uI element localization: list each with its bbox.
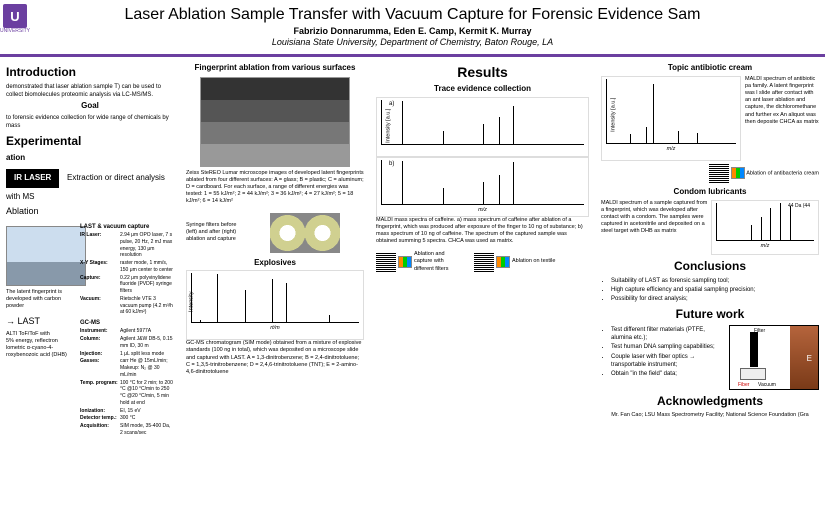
last-params: IR Laser:2.94 μm OPO laser, 7 s pulse, 2… <box>80 232 174 316</box>
qr-icon <box>376 252 396 272</box>
experimental-heading: Experimental <box>6 133 174 149</box>
explosives-heading: Explosives <box>186 258 364 269</box>
gcms-heading: GC-MS <box>80 319 174 327</box>
intro-text: demonstrated that laser ablation sample … <box>6 83 174 99</box>
col-results: Results Trace evidence collection a) Int… <box>370 57 595 497</box>
conclusions-list: Suitability of LAST as forensic sampling… <box>611 277 819 303</box>
schematic-caption2: ALTI ToF/ToF with <box>6 331 76 338</box>
ack-text: Mr. Fan Cao; LSU Mass Spectrometry Facil… <box>601 412 819 419</box>
trace-icon2-label: Ablation on textile <box>512 258 562 265</box>
condom-heading: Condom lubricants <box>601 187 819 198</box>
logo-subtitle: UNIVERSITY <box>0 28 30 34</box>
goal-text: to forensic evidence collection for wide… <box>6 114 174 130</box>
authors: Fabrizio Donnarumma, Eden E. Camp, Kermi… <box>0 26 825 36</box>
photo-icon <box>496 256 510 268</box>
topic-heading: Topic antibiotic cream <box>601 63 819 74</box>
trace-ylabel-a: Intensity [a.u.] <box>385 108 392 142</box>
last-label: LAST <box>18 316 41 326</box>
trace-chart-a: a) Intensity [a.u.] <box>376 97 589 157</box>
expl-ylabel: Intensity <box>189 291 196 311</box>
explosives-caption: GC-MS chromatogram (SIM mode) obtained f… <box>186 340 364 376</box>
condom-chart: 44 Da (44 m/z <box>711 200 819 255</box>
poster-header: U UNIVERSITY Laser Ablation Sample Trans… <box>0 0 825 51</box>
trace-caption: MALDI mass spectra of caffeine. a) mass … <box>376 217 589 246</box>
last-params-heading: LAST & vacuum capture <box>80 223 174 231</box>
lsu-logo: U <box>3 4 27 28</box>
condom-caption: MALDI spectrum of a sample captured from… <box>601 200 711 255</box>
explosives-chart: Intensity rt/m <box>186 270 364 340</box>
goal-heading: Goal <box>6 101 174 112</box>
filter-caption: Syringe filters before (left) and after … <box>186 222 246 243</box>
conclusions-heading: Conclusions <box>601 258 819 274</box>
schematic-diagram <box>6 226 86 286</box>
schematic-caption3: 5% energy, reflectron lometric α-cyano-4… <box>6 338 76 359</box>
filter-image <box>270 213 340 253</box>
topic-icon-label: Ablation of antibacteria cream <box>746 170 819 176</box>
future-diagram: Fiber Vacuum E Filter <box>729 325 819 390</box>
ablation-label: Ablation <box>6 205 174 217</box>
fingerprint-caption: Zeiss SteREO Lumar microscope images of … <box>186 170 364 206</box>
condom-xlabel: m/z <box>712 243 818 250</box>
topic-chart: Intensity [a.u.] m/z <box>601 76 741 161</box>
trace-heading: Trace evidence collection <box>376 84 589 95</box>
schematic-caption1: The latent fingerprint is developed with… <box>6 289 76 310</box>
trace-icon1-label: Ablation and capture with different filt… <box>414 251 464 272</box>
trace-xlabel: m/z <box>377 207 588 214</box>
poster-body: Introduction demonstrated that laser abl… <box>0 57 825 497</box>
topic-ylabel: Intensity [a.u.] <box>610 97 617 131</box>
photo-icon <box>731 167 745 179</box>
qr-icon <box>709 163 729 183</box>
exp-diagram: IR LASER Extraction or direct analysis w… <box>6 165 174 217</box>
col-right: Topic antibiotic cream Intensity [a.u.] … <box>595 57 825 497</box>
fingerprint-grid-image <box>200 77 350 167</box>
topic-xlabel: m/z <box>602 146 740 153</box>
ack-heading: Acknowledgments <box>601 393 819 409</box>
qr-icon <box>474 252 494 272</box>
exp-sub: ation <box>6 153 174 164</box>
expl-xlabel: rt/m <box>187 325 363 332</box>
col-introduction: Introduction demonstrated that laser abl… <box>0 57 180 497</box>
poster-title: Laser Ablation Sample Transfer with Vacu… <box>0 6 825 24</box>
col-fingerprint: Fingerprint ablation from various surfac… <box>180 57 370 497</box>
gcms-params: Instrument:Agilent 5977AColumn:Agilent J… <box>80 328 174 436</box>
intro-heading: Introduction <box>6 64 174 80</box>
topic-caption: MALDI spectrum of antibiotic pa family. … <box>741 76 819 161</box>
photo-icon <box>398 256 412 268</box>
future-heading: Future work <box>601 306 819 322</box>
fingerprint-heading: Fingerprint ablation from various surfac… <box>186 63 364 74</box>
trace-chart-b: b) m/z <box>376 157 589 217</box>
affiliation: Louisiana State University, Department o… <box>0 37 825 47</box>
ir-laser-label: IR LASER <box>6 169 59 188</box>
results-heading: Results <box>376 63 589 82</box>
